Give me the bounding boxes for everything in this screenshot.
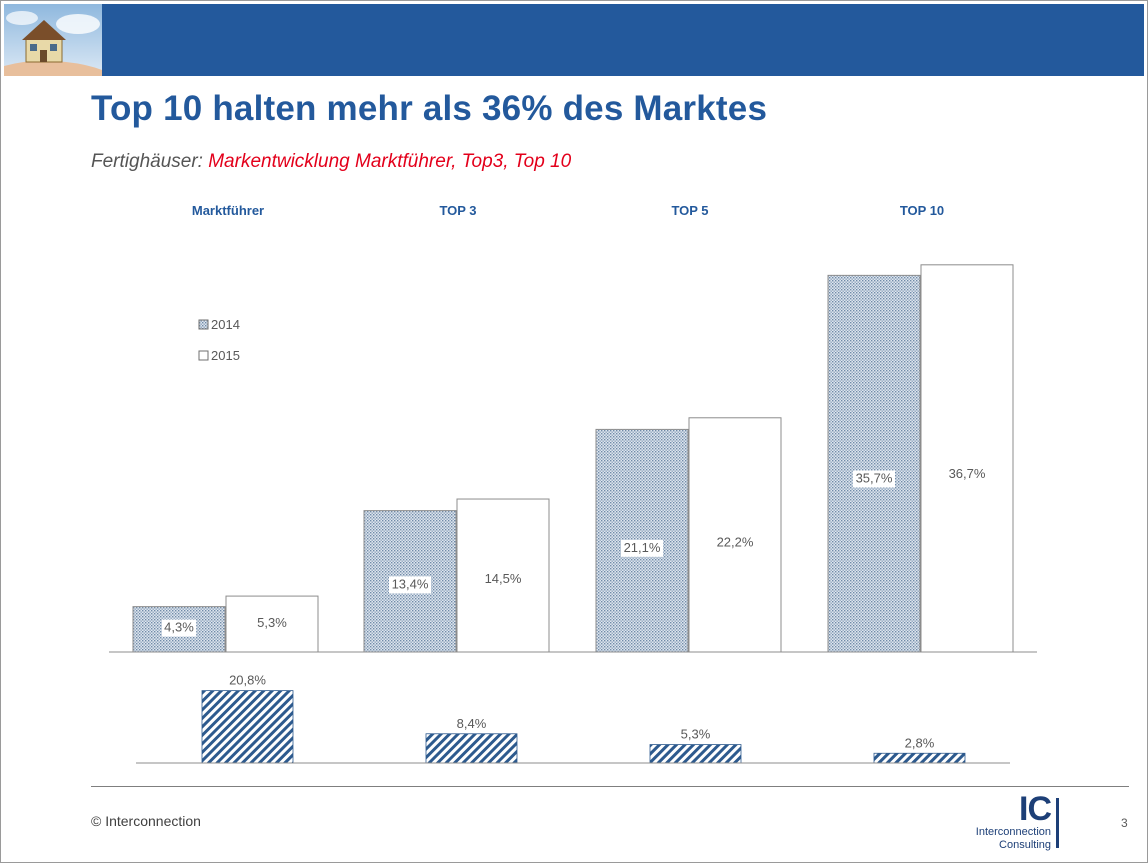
header-bar (4, 4, 1144, 76)
legend-label-2014: 2014 (211, 317, 240, 332)
data-label-bg (853, 470, 895, 488)
subtitle-prefix: Fertighäuser: (91, 151, 209, 172)
change-bar (649, 744, 742, 764)
data-label-2015: 14,5% (485, 571, 522, 586)
interconnection-logo: IC Interconnection Consulting (959, 792, 1059, 852)
data-label-2015: 36,7% (949, 466, 986, 481)
data-label-2014: 35,7% (856, 471, 893, 486)
subtitle-highlight: Markentwicklung Marktführer, Top3, Top 1… (208, 151, 572, 172)
copyright-text: © Interconnection (91, 813, 201, 829)
change-label: 2,8% (905, 735, 935, 750)
slide-title: Top 10 halten mehr als 36% des Marktes (91, 89, 768, 128)
data-label-2014: 13,4% (392, 576, 429, 591)
slide-subtitle: Fertighäuser: Markentwicklung Marktführe… (91, 151, 571, 173)
logo-letters: IC (1019, 790, 1052, 828)
legend-swatch-2014 (198, 319, 209, 330)
bar-2015 (688, 417, 782, 653)
change-bar (425, 733, 518, 764)
data-label-bg (389, 576, 431, 594)
data-label-bg (161, 619, 197, 637)
bar-chart: Marktführer TOP 3 TOP 5 TOP 10 2014 2015 4,3… (109, 203, 1037, 764)
change-bar (201, 690, 294, 764)
bar-2015 (920, 264, 1014, 653)
data-label-2015: 22,2% (717, 535, 754, 550)
data-label-2014: 21,1% (624, 540, 661, 555)
logo-name: Interconnection (975, 826, 1051, 838)
legend-label-2015: 2015 (211, 348, 240, 363)
data-label-2015: 5,3% (257, 615, 287, 630)
house-in-hand-image (4, 4, 102, 76)
bar-2015 (456, 498, 550, 653)
category-label: TOP 10 (900, 203, 944, 218)
data-label-2014: 4,3% (164, 620, 194, 635)
bar-2015 (225, 595, 319, 653)
bar-2014 (827, 274, 921, 653)
category-label: TOP 3 (439, 203, 476, 218)
page-number: 3 (1121, 816, 1128, 830)
change-label: 5,3% (681, 727, 711, 742)
logo-bar (1056, 798, 1059, 848)
change-bar (873, 752, 966, 764)
legend-swatch-2015 (198, 350, 209, 361)
data-label-bg (621, 539, 663, 557)
footer-divider (91, 786, 1129, 787)
change-label: 8,4% (457, 716, 487, 731)
logo-subtitle: Consulting (999, 839, 1051, 851)
category-label: TOP 5 (671, 203, 708, 218)
change-label: 20,8% (229, 673, 266, 688)
category-label: Marktführer (192, 203, 264, 218)
